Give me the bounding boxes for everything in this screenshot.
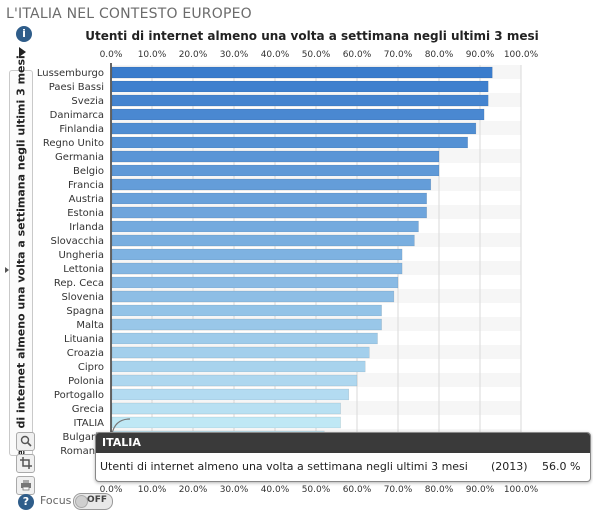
category-label: Danimarca — [50, 110, 104, 121]
vertical-indicator-panel[interactable]: Utenti di internet almeno una volta a se… — [9, 55, 33, 471]
category-label: Bulgaria — [63, 432, 104, 443]
bar[interactable] — [111, 122, 477, 135]
x-tick-label-top: 70.0% — [384, 50, 413, 60]
x-tick-label-bottom: 70.0% — [384, 485, 413, 495]
country-tooltip: ITALIA Utenti di internet almeno una vol… — [95, 432, 591, 482]
x-tick-label-top: 10.0% — [138, 50, 167, 60]
bar[interactable] — [111, 66, 493, 79]
crop-icon[interactable] — [16, 454, 35, 473]
category-label: Croazia — [67, 348, 104, 359]
toggle-knob — [75, 495, 88, 508]
x-tick-label-bottom: 60.0% — [343, 485, 372, 495]
bar[interactable] — [111, 290, 395, 303]
category-label: Austria — [69, 194, 104, 205]
focus-toggle[interactable]: OFF — [73, 493, 113, 510]
category-label: Slovacchia — [50, 236, 104, 247]
x-tick-label-bottom: 100.0% — [504, 485, 539, 495]
category-label: Malta — [76, 320, 104, 331]
bar[interactable] — [111, 374, 358, 387]
focus-label: Focus — [40, 494, 72, 507]
bar[interactable] — [111, 234, 415, 247]
bar[interactable] — [111, 318, 382, 331]
category-label: Svezia — [71, 96, 104, 107]
category-label: Lettonia — [63, 264, 104, 275]
bar[interactable] — [111, 164, 440, 177]
category-label: Francia — [68, 180, 104, 191]
bar[interactable] — [111, 402, 341, 415]
x-tick-label-bottom: 90.0% — [466, 485, 495, 495]
bar[interactable] — [111, 178, 432, 191]
bar[interactable] — [111, 220, 419, 233]
bar[interactable] — [111, 80, 489, 93]
help-icon[interactable]: ? — [18, 494, 34, 510]
category-label: Polonia — [68, 376, 104, 387]
bar[interactable] — [111, 388, 350, 401]
bar[interactable] — [111, 360, 366, 373]
category-label: Portogallo — [54, 390, 104, 401]
chart-title: Utenti di internet almeno una volta a se… — [85, 29, 538, 43]
bar[interactable] — [111, 346, 370, 359]
bar[interactable] — [111, 94, 489, 107]
category-label: ITALIA — [74, 418, 105, 429]
category-label: Ungheria — [58, 250, 104, 261]
category-label: Lituania — [64, 334, 104, 345]
x-tick-label-top: 100.0% — [504, 50, 539, 60]
x-tick-label-top: 30.0% — [220, 50, 249, 60]
bar[interactable] — [111, 206, 427, 219]
x-tick-label-top: 90.0% — [466, 50, 495, 60]
bar[interactable] — [111, 136, 468, 149]
category-label: Spagna — [66, 306, 104, 317]
tooltip-indicator: Utenti di internet almeno una volta a se… — [100, 460, 468, 473]
x-tick-label-bottom: 0.0% — [100, 485, 123, 495]
x-tick-label-top: 20.0% — [179, 50, 208, 60]
x-tick-label-bottom: 40.0% — [261, 485, 290, 495]
bar[interactable] — [111, 332, 378, 345]
x-tick-label-top: 50.0% — [302, 50, 331, 60]
page-title: L'ITALIA NEL CONTESTO EUROPEO — [6, 6, 252, 22]
category-label: Slovenia — [61, 292, 104, 303]
sidebar: i Utenti di internet almeno una volta a … — [4, 26, 35, 513]
category-label: Regno Unito — [43, 138, 104, 149]
category-label: Rep. Ceca — [54, 278, 104, 289]
tooltip-pointer — [111, 418, 131, 434]
tooltip-value: 56.0 % — [542, 460, 581, 473]
info-icon[interactable]: i — [16, 26, 32, 42]
category-label: Cipro — [78, 362, 104, 373]
x-tick-label-bottom: 80.0% — [425, 485, 454, 495]
category-label: Romania — [60, 446, 104, 457]
x-tick-label-bottom: 50.0% — [302, 485, 331, 495]
bar[interactable] — [111, 262, 403, 275]
x-tick-label-bottom: 10.0% — [138, 485, 167, 495]
bar[interactable] — [111, 304, 382, 317]
bar[interactable] — [111, 192, 427, 205]
x-tick-label-top: 80.0% — [425, 50, 454, 60]
bar[interactable] — [111, 108, 485, 121]
x-tick-label-top: 0.0% — [100, 50, 123, 60]
bar[interactable] — [111, 276, 399, 289]
category-label: Grecia — [72, 404, 104, 415]
x-tick-label-top: 60.0% — [343, 50, 372, 60]
expand-arrow-icon[interactable] — [5, 267, 9, 273]
category-label: Finlandia — [59, 124, 104, 135]
x-tick-label-bottom: 30.0% — [220, 485, 249, 495]
bar[interactable] — [111, 150, 440, 163]
category-label: Paesi Bassi — [49, 82, 104, 93]
play-arrow-icon[interactable] — [19, 47, 26, 57]
tooltip-country: ITALIA — [96, 433, 590, 453]
bar[interactable] — [111, 416, 341, 429]
tooltip-year: (2013) — [491, 460, 528, 473]
category-label: Lussemburgo — [37, 68, 104, 79]
focus-state: OFF — [87, 495, 107, 505]
x-tick-label-bottom: 20.0% — [179, 485, 208, 495]
category-label: Irlanda — [69, 222, 104, 233]
bar[interactable] — [111, 248, 403, 261]
search-icon[interactable] — [16, 432, 35, 451]
category-label: Germania — [55, 152, 104, 163]
category-label: Belgio — [73, 166, 104, 177]
category-label: Estonia — [67, 208, 104, 219]
x-tick-label-top: 40.0% — [261, 50, 290, 60]
